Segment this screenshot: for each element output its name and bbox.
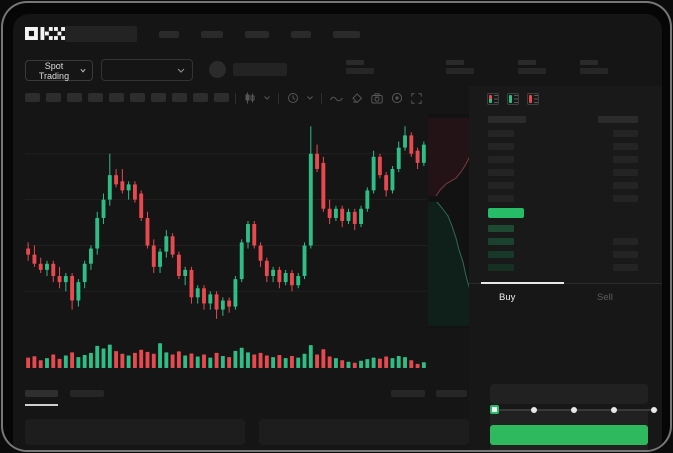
order-input-placeholder[interactable]	[490, 384, 648, 404]
market-type-label: Spot Trading	[38, 60, 70, 81]
bid-price[interactable]	[488, 264, 514, 271]
bottom-link[interactable]	[436, 390, 467, 397]
timeframe-button[interactable]	[172, 93, 187, 102]
slider-stop[interactable]	[610, 407, 617, 413]
ticker-stat	[446, 60, 474, 74]
bottom-tab-indicator	[25, 404, 58, 406]
fullscreen-icon[interactable]	[411, 92, 422, 104]
ask-price[interactable]	[488, 169, 514, 176]
ask-price[interactable]	[488, 195, 514, 202]
last-price-highlight[interactable]	[488, 208, 524, 218]
bid-amount[interactable]	[613, 238, 638, 245]
chevron-down-icon[interactable]	[307, 96, 313, 100]
timeframe-button[interactable]	[193, 93, 208, 102]
bid-price[interactable]	[488, 251, 514, 258]
chart-tools	[235, 90, 422, 106]
bid-price[interactable]	[488, 225, 514, 232]
orderbook-mode-asks-icon[interactable]	[527, 93, 539, 105]
tab-buy[interactable]: Buy	[499, 292, 516, 303]
bid-amount[interactable]	[613, 251, 638, 258]
active-tab-indicator	[481, 282, 564, 284]
divider	[278, 92, 279, 104]
chevron-down-icon	[80, 68, 86, 73]
line-overlay-icon[interactable]	[330, 94, 343, 103]
ask-price[interactable]	[488, 130, 514, 137]
settings-gear-icon[interactable]	[391, 92, 403, 104]
bid-amount[interactable]	[613, 264, 638, 271]
orderbook-mode-combined-icon[interactable]	[487, 93, 499, 105]
ticker-stat	[580, 60, 608, 74]
ob-header-price	[488, 116, 526, 123]
bottom-tab[interactable]	[70, 390, 104, 397]
tab-sell[interactable]: Sell	[597, 292, 613, 303]
slider-stop[interactable]	[531, 407, 538, 413]
compare-icon[interactable]	[351, 92, 363, 104]
timeframe-button[interactable]	[88, 93, 103, 102]
nav-item-placeholder[interactable]	[245, 31, 269, 38]
trading-app: Spot Trading	[13, 14, 662, 450]
chevron-down-icon[interactable]	[264, 96, 270, 100]
candlestick-chart[interactable]	[25, 114, 427, 328]
ask-amount[interactable]	[613, 130, 638, 137]
divider	[469, 283, 662, 284]
timeframe-button[interactable]	[130, 93, 145, 102]
ask-amount[interactable]	[613, 169, 638, 176]
orderbook-rows	[469, 86, 662, 450]
order-input-placeholder[interactable]	[490, 442, 648, 450]
candle-type-icon[interactable]	[244, 92, 256, 104]
divider	[235, 92, 236, 104]
ask-amount[interactable]	[613, 143, 638, 150]
timeframe-button[interactable]	[151, 93, 166, 102]
search-placeholder[interactable]	[65, 26, 137, 42]
timeframe-button[interactable]	[25, 93, 40, 102]
ask-amount[interactable]	[613, 195, 638, 202]
ticker-stats	[13, 58, 662, 90]
timeframe-button[interactable]	[67, 93, 82, 102]
buy-submit-button[interactable]	[490, 425, 648, 445]
pair-selector[interactable]	[101, 59, 193, 81]
amount-slider[interactable]	[490, 405, 658, 415]
slider-stop[interactable]	[571, 407, 577, 413]
pair-name-placeholder	[233, 63, 287, 76]
slider-handle[interactable]	[490, 405, 499, 414]
ask-amount[interactable]	[613, 156, 638, 163]
timeframe-button[interactable]	[214, 93, 229, 102]
market-type-dropdown[interactable]: Spot Trading	[25, 60, 93, 81]
ask-amount[interactable]	[613, 182, 638, 189]
orderbook-panel: Buy Sell	[469, 86, 662, 450]
ask-price[interactable]	[488, 156, 514, 163]
ticker-stat	[346, 60, 374, 74]
volume-chart[interactable]	[25, 340, 427, 368]
orderbook-mode-bids-icon[interactable]	[507, 93, 519, 105]
nav-item-placeholder[interactable]	[159, 31, 179, 38]
nav-item-placeholder[interactable]	[201, 31, 223, 38]
ticker-stat	[518, 60, 546, 74]
main-nav	[159, 31, 360, 38]
timeframe-button[interactable]	[46, 93, 61, 102]
divider	[321, 92, 322, 104]
camera-icon[interactable]	[371, 92, 383, 104]
timeframe-buttons	[25, 93, 229, 102]
bottom-tab-active[interactable]	[25, 390, 58, 397]
order-history-table	[259, 419, 469, 445]
bottom-link[interactable]	[391, 390, 425, 397]
indicators-icon[interactable]	[287, 92, 299, 104]
chevron-down-icon	[177, 68, 185, 73]
nav-item-placeholder[interactable]	[291, 31, 311, 38]
pair-coin-avatar	[209, 61, 226, 78]
bid-price[interactable]	[488, 238, 514, 245]
orderbook-view-modes	[487, 93, 539, 105]
ask-price[interactable]	[488, 143, 514, 150]
trade-form: Buy Sell	[469, 282, 662, 450]
slider-stop[interactable]	[650, 407, 657, 413]
nav-item-placeholder[interactable]	[333, 31, 360, 38]
ob-header-amount	[598, 116, 638, 123]
timeframe-button[interactable]	[109, 93, 124, 102]
open-orders-table	[25, 419, 245, 445]
ask-price[interactable]	[488, 182, 514, 189]
okx-logo	[25, 27, 65, 40]
